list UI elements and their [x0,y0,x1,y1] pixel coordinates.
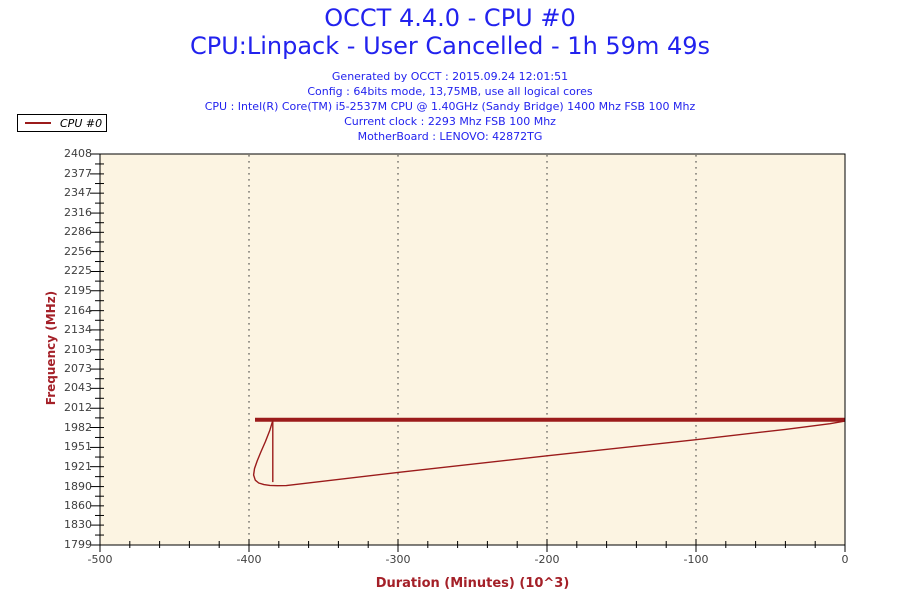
legend-label: CPU #0 [60,116,103,130]
y-tick-label: 2225 [64,264,92,278]
series-loop-recovery [252,420,846,487]
info-line-generated: Generated by OCCT : 2015.09.24 12:01:51 [331,70,569,83]
y-tick-label: 1860 [64,498,92,512]
y-tick-label: 2134 [64,322,92,336]
x-axis-title: Duration (Minutes) (10^3) [375,576,570,591]
report-subtitle: CPU:Linpack - User Cancelled - 1h 59m 49… [189,32,710,60]
y-tick-label: 2286 [64,225,92,239]
info-line-cpu: CPU : Intel(R) Core(TM) i5-2537M CPU @ 1… [204,100,696,113]
y-tick-label: 2073 [64,362,92,376]
info-line-config: Config : 64bits mode, 13,75MB, use all l… [307,85,593,98]
x-tick-label: -200 [534,553,560,566]
x-tick-label: -300 [385,553,411,566]
x-tick-label: -500 [87,553,113,566]
y-tick-label: 2012 [64,401,92,415]
y-tick-label: 2377 [64,166,92,180]
y-tick-label: 1799 [64,538,92,551]
report-title: OCCT 4.4.0 - CPU #0 [324,4,576,32]
x-tick-label: -100 [683,553,709,566]
y-tick-label: 1982 [64,420,92,434]
legend-line-sample [25,122,51,124]
x-tick-label: -400 [236,553,262,566]
y-tick-label: 2103 [64,342,92,356]
y-tick-label: 2195 [64,283,92,297]
y-tick-label: 2316 [64,206,92,220]
x-tick-label: 0 [841,553,849,566]
legend-box: CPU #0 [17,114,107,132]
y-tick-label: 2043 [64,381,92,395]
y-tick-label: 1890 [64,479,92,493]
info-line-motherboard: MotherBoard : LENOVO: 42872TG [357,130,543,143]
info-line-current-clock: Current clock : 2293 Mhz FSB 100 Mhz [344,115,556,128]
y-tick-label: 1830 [64,518,92,532]
y-tick-label: 2408 [64,147,92,160]
y-tick-label: 2347 [64,186,92,200]
report-info-block: Generated by OCCT : 2015.09.24 12:01:51 … [0,69,900,144]
y-tick-label: 2164 [64,303,92,317]
y-tick-label: 1951 [64,440,92,454]
y-tick-label: 1921 [64,459,92,473]
y-tick-label: 2256 [64,244,92,258]
plot-background [100,154,845,545]
